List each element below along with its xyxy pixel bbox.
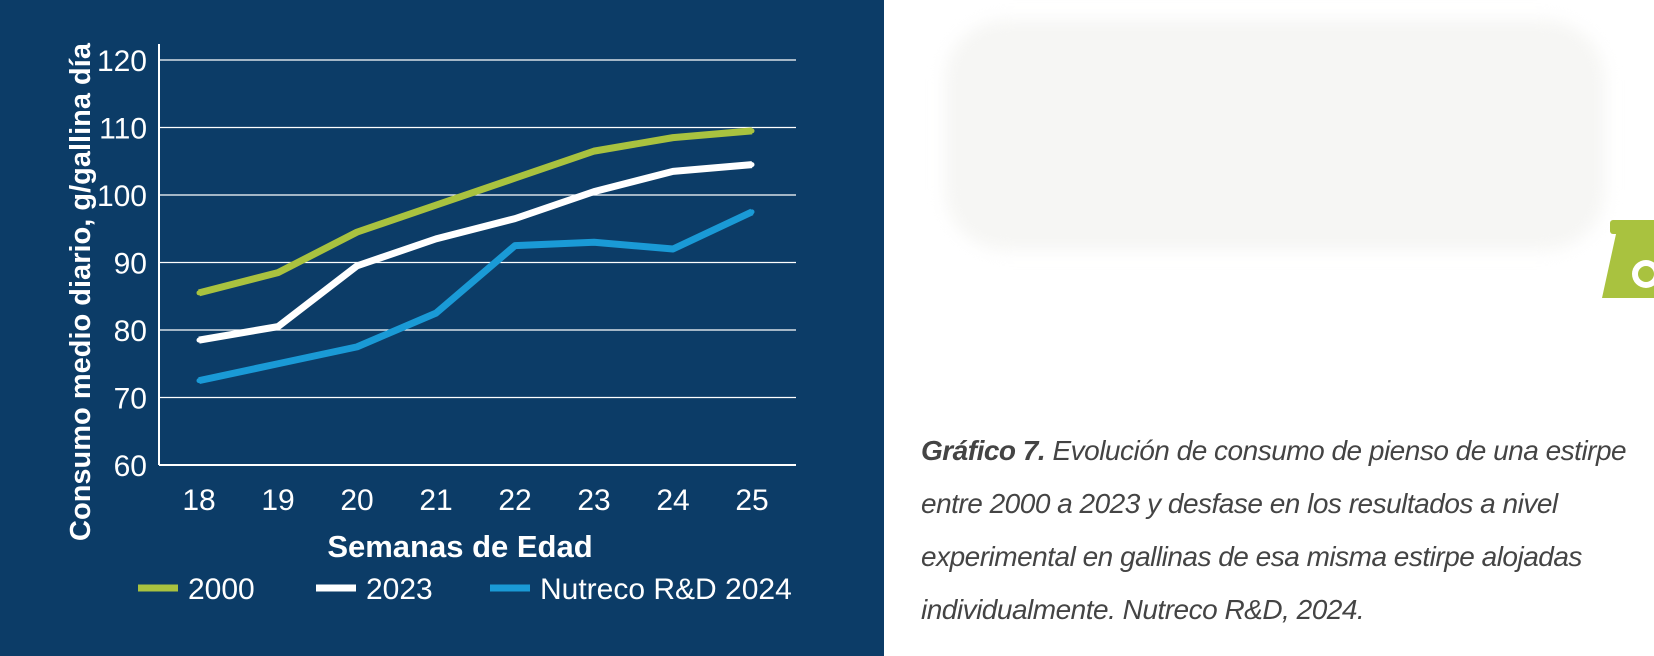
series-layer [196,127,755,385]
y-tick-label-90: 90 [114,248,147,281]
caption-line-2: entre 2000 a 2023 y desfase en los resul… [921,488,1558,519]
data-point-s1-19 [275,324,281,330]
data-point-s1-18 [196,337,202,343]
data-point-s2-24 [670,246,676,252]
green-scale-icon [1602,220,1654,298]
x-tick-label-25: 25 [735,484,768,517]
data-point-s1-20 [354,263,360,269]
y-tick-label-80: 80 [114,315,147,348]
data-point-s0-22 [512,175,518,181]
data-point-s2-19 [275,361,281,367]
y-tick-label-110: 110 [99,113,147,146]
y-tick-label-100: 100 [97,180,147,213]
legend-label-0: 2000 [188,573,255,606]
x-axis-title: Semanas de Edad [327,529,592,564]
y-tick-label-70: 70 [114,383,147,416]
x-tick-label-20: 20 [340,484,373,517]
caption-lead: Gráfico 7. [921,435,1046,466]
x-tick-label-21: 21 [419,484,452,517]
data-point-s0-20 [354,229,360,235]
series-line-1 [198,161,753,344]
data-point-s1-21 [433,236,439,242]
x-tick-label-18: 18 [182,484,215,517]
caption-line-4: individualmente. Nutreco R&D, 2024. [921,594,1365,625]
series-line-0 [198,127,753,297]
data-point-s1-25 [749,162,755,168]
series-line-2 [198,208,754,385]
data-point-s1-22 [512,216,518,222]
x-tick-label-24: 24 [656,484,689,517]
ticks-layer: 60 70 80 90 100 110 120 18 19 20 21 22 23 24 25 [97,45,769,517]
data-point-s2-25 [749,209,755,215]
line-chart: 60 70 80 90 100 110 120 18 19 20 21 22 23 24 25 Semana… [65,42,796,606]
data-point-s1-23 [591,189,597,195]
x-tick-label-23: 23 [577,484,610,517]
caption-line-1: Evolución de consumo de pienso de una es… [1045,435,1627,466]
legend-label-1: 2023 [366,573,433,606]
blurred-background-shape [945,20,1605,250]
data-point-s0-18 [196,290,202,296]
data-point-s0-25 [749,128,755,134]
data-point-s2-21 [433,310,439,316]
data-point-s0-24 [670,135,676,141]
data-point-s0-19 [275,270,281,276]
data-point-s2-20 [354,344,360,350]
x-tick-label-22: 22 [498,484,531,517]
figure-caption: Gráfico 7. Evolución de consumo de piens… [921,424,1641,636]
legend-label-2: Nutreco R&D 2024 [540,573,792,606]
y-axis-title: Consumo medio diario, g/gallina día [65,42,97,541]
data-point-s2-18 [196,378,202,384]
data-point-s1-24 [670,168,676,174]
data-point-s0-21 [433,202,439,208]
legend: 2000 2023 Nutreco R&D 2024 [138,573,792,606]
chart-panel: 60 70 80 90 100 110 120 18 19 20 21 22 23 24 25 Semana… [0,0,884,656]
data-point-s2-22 [512,243,518,249]
data-point-s2-23 [591,239,597,245]
y-tick-label-60: 60 [114,450,147,483]
caption-line-3: experimental en gallinas de esa misma es… [921,541,1582,572]
axes-layer [158,44,796,466]
x-tick-label-19: 19 [261,484,294,517]
y-tick-label-120: 120 [97,45,147,78]
data-point-s0-23 [591,148,597,154]
